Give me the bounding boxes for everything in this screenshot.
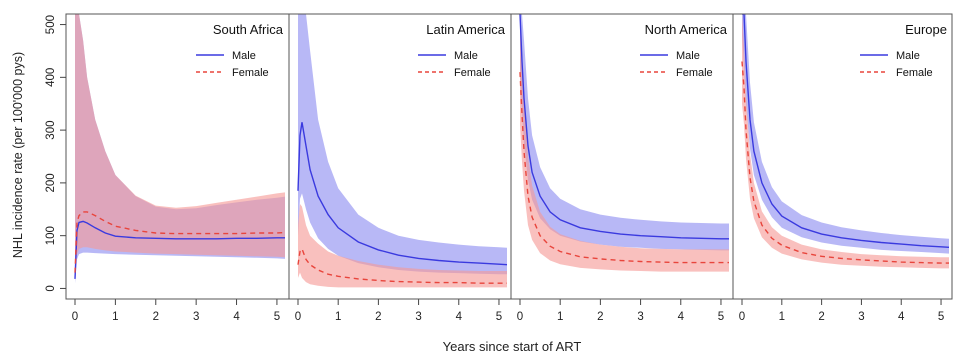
series-line-male-europe [742, 14, 950, 248]
legend-label-male-europe: Male [896, 50, 920, 62]
x-tick-label-1-south-africa: 1 [112, 311, 118, 323]
y-tick-label-100: 100 [45, 226, 57, 245]
outer-frame [65, 13, 953, 300]
panel-latin-america: Latin America Male Female [297, 14, 508, 288]
ci-band-male-latin-america [298, 14, 507, 275]
series-line-female-north-america [519, 72, 729, 264]
legend-europe: Male Female [860, 50, 933, 79]
legend-label-male-north-america: Male [676, 50, 700, 62]
x-tick-label-2-south-africa: 2 [153, 311, 159, 323]
x-tick-label-5-europe: 5 [938, 311, 944, 323]
x-tick-label-4-latin-america: 4 [456, 311, 463, 323]
panel-frames [65, 13, 953, 300]
panel-north-america: North America Male Female [519, 14, 729, 272]
plot-area-south-africa [74, 14, 286, 284]
ci-band-female-north-america [520, 14, 729, 272]
ci-band-female-latin-america [298, 204, 507, 288]
y-tick-label-500: 500 [45, 15, 57, 34]
legend-label-female-south-africa: Female [232, 67, 269, 79]
legend-north-america: Male Female [640, 50, 713, 79]
ci-band-male-north-america [520, 14, 729, 251]
x-tick-label-0-north-america: 0 [517, 311, 523, 323]
series-line-male-north-america [519, 14, 729, 240]
legend-label-female-north-america: Female [676, 67, 713, 79]
x-tick-label-5-south-africa: 5 [274, 311, 280, 323]
panel-title-south-africa: South Africa [213, 22, 284, 37]
series-line-female-south-africa [74, 211, 286, 273]
ci-band-female-south-africa [75, 14, 285, 281]
series-line-female-latin-america [297, 247, 507, 284]
panel-title-north-america: North America [645, 22, 728, 37]
x-tick-label-4-north-america: 4 [678, 311, 685, 323]
y-tick-label-200: 200 [45, 173, 57, 192]
axes-layer: 0 1 2 3 4 5 0 1 2 3 4 5 0 1 2 3 4 5 0 1 2 3 4 5 0 100 200 300 400 500 [45, 13, 953, 323]
x-tick-label-0-europe: 0 [739, 311, 745, 323]
legend-south-africa: Male Female [196, 50, 269, 79]
panel-title-europe: Europe [905, 22, 947, 37]
x-tick-label-1-north-america: 1 [557, 311, 563, 323]
x-tick-label-2-europe: 2 [818, 311, 824, 323]
x-tick-label-3-europe: 3 [858, 311, 864, 323]
x-axis-north-america: 0 1 2 3 4 5 [517, 299, 724, 323]
panel-south-africa: South Africa Male Female [74, 14, 286, 284]
panel-title-latin-america: Latin America [426, 22, 506, 37]
legend-label-male-latin-america: Male [454, 50, 478, 62]
x-axis-south-africa: 0 1 2 3 4 5 [72, 299, 280, 323]
x-tick-label-2-north-america: 2 [597, 311, 603, 323]
x-tick-label-4-south-africa: 4 [233, 311, 240, 323]
y-tick-label-400: 400 [45, 68, 57, 87]
plot-area-europe [741, 14, 950, 269]
plot-area-north-america [519, 14, 729, 272]
y-axis-label: NHL incidence rate (per 100'000 pys) [11, 52, 25, 258]
panels-layer: South Africa Male Female Latin America Male F… [74, 14, 950, 288]
legend-label-female-latin-america: Female [454, 67, 491, 79]
series-line-male-latin-america [297, 122, 508, 266]
x-tick-label-3-north-america: 3 [637, 311, 643, 323]
panel-europe: Europe Male Female [741, 14, 950, 269]
x-tick-label-3-latin-america: 3 [415, 311, 421, 323]
legend-latin-america: Male Female [418, 50, 491, 79]
series-line-female-europe [741, 61, 949, 264]
x-tick-label-5-north-america: 5 [718, 311, 724, 323]
series-line-male-south-africa [74, 220, 285, 279]
x-tick-label-1-latin-america: 1 [335, 311, 341, 323]
legend-label-female-europe: Female [896, 67, 933, 79]
x-tick-label-4-europe: 4 [898, 311, 905, 323]
plot-area-latin-america [297, 14, 508, 288]
x-tick-label-5-latin-america: 5 [496, 311, 502, 323]
x-tick-label-3-south-africa: 3 [193, 311, 199, 323]
y-tick-label-0: 0 [45, 285, 57, 291]
x-tick-label-0-latin-america: 0 [295, 311, 301, 323]
x-axis-europe: 0 1 2 3 4 5 [739, 299, 944, 323]
x-axis-latin-america: 0 1 2 3 4 5 [295, 299, 502, 323]
legend-label-male-south-africa: Male [232, 50, 256, 62]
x-tick-label-0-south-africa: 0 [72, 311, 78, 323]
x-axis-label: Years since start of ART [443, 339, 582, 354]
y-axis: 0 100 200 300 400 500 [45, 15, 66, 292]
x-tick-label-1-europe: 1 [779, 311, 785, 323]
x-tick-label-2-latin-america: 2 [375, 311, 381, 323]
y-tick-label-300: 300 [45, 121, 57, 140]
